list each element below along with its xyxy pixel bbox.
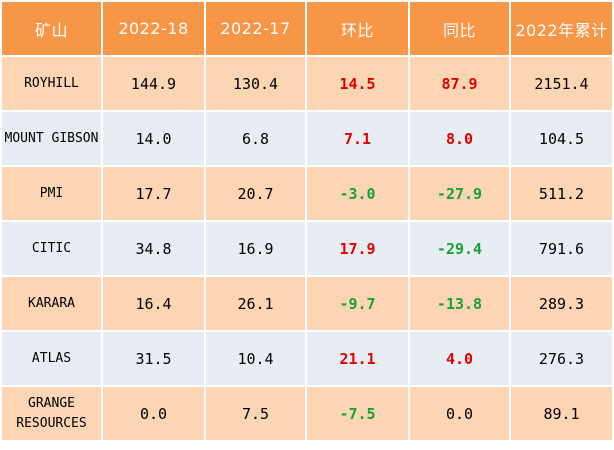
header-row: 矿山 2022-18 2022-17 环比 同比 2022年累计 (0, 0, 614, 57)
cell-ytd-total: 104.5 (509, 110, 614, 167)
cell-ytd-total: 89.1 (509, 385, 614, 442)
cell-ytd-total: 511.2 (509, 165, 614, 222)
cell-year-over-year: -13.8 (408, 275, 511, 332)
cell-week-17: 10.4 (204, 330, 307, 387)
table-row: CITIC 34.8 16.9 17.9 -29.4 791.6 (0, 220, 614, 277)
table-row: ATLAS 31.5 10.4 21.1 4.0 276.3 (0, 330, 614, 387)
cell-mine: ROYHILL (0, 55, 103, 112)
cell-year-over-year: 0.0 (408, 385, 511, 442)
table-row: PMI 17.7 20.7 -3.0 -27.9 511.2 (0, 165, 614, 222)
cell-week-over-week: -7.5 (305, 385, 410, 442)
cell-ytd-total: 289.3 (509, 275, 614, 332)
cell-week-17: 26.1 (204, 275, 307, 332)
cell-mine: GRANGE RESOURCES (0, 385, 103, 442)
cell-mine: PMI (0, 165, 103, 222)
cell-week-18: 0.0 (101, 385, 206, 442)
table-row: ROYHILL 144.9 130.4 14.5 87.9 2151.4 (0, 55, 614, 112)
cell-week-17: 16.9 (204, 220, 307, 277)
header-ytd-total: 2022年累计 (509, 0, 614, 57)
cell-ytd-total: 791.6 (509, 220, 614, 277)
cell-week-over-week: 14.5 (305, 55, 410, 112)
cell-week-18: 34.8 (101, 220, 206, 277)
cell-year-over-year: -27.9 (408, 165, 511, 222)
cell-week-over-week: 7.1 (305, 110, 410, 167)
header-mine: 矿山 (0, 0, 103, 57)
table-row: MOUNT GIBSON 14.0 6.8 7.1 8.0 104.5 (0, 110, 614, 167)
cell-week-18: 16.4 (101, 275, 206, 332)
header-year-over-year: 同比 (408, 0, 511, 57)
cell-mine: ATLAS (0, 330, 103, 387)
cell-week-over-week: -3.0 (305, 165, 410, 222)
header-week-over-week: 环比 (305, 0, 410, 57)
cell-week-over-week: -9.7 (305, 275, 410, 332)
cell-mine: KARARA (0, 275, 103, 332)
cell-year-over-year: 87.9 (408, 55, 511, 112)
cell-mine: CITIC (0, 220, 103, 277)
header-week-18: 2022-18 (101, 0, 206, 57)
cell-week-over-week: 21.1 (305, 330, 410, 387)
cell-ytd-total: 276.3 (509, 330, 614, 387)
cell-mine: MOUNT GIBSON (0, 110, 103, 167)
cell-week-18: 17.7 (101, 165, 206, 222)
cell-week-17: 130.4 (204, 55, 307, 112)
cell-week-17: 6.8 (204, 110, 307, 167)
table-row: GRANGE RESOURCES 0.0 7.5 -7.5 0.0 89.1 (0, 385, 614, 442)
cell-week-over-week: 17.9 (305, 220, 410, 277)
cell-week-18: 144.9 (101, 55, 206, 112)
cell-year-over-year: 8.0 (408, 110, 511, 167)
cell-week-18: 31.5 (101, 330, 206, 387)
cell-ytd-total: 2151.4 (509, 55, 614, 112)
cell-week-17: 7.5 (204, 385, 307, 442)
cell-week-17: 20.7 (204, 165, 307, 222)
cell-year-over-year: 4.0 (408, 330, 511, 387)
header-week-17: 2022-17 (204, 0, 307, 57)
cell-week-18: 14.0 (101, 110, 206, 167)
cell-year-over-year: -29.4 (408, 220, 511, 277)
table-row: KARARA 16.4 26.1 -9.7 -13.8 289.3 (0, 275, 614, 332)
